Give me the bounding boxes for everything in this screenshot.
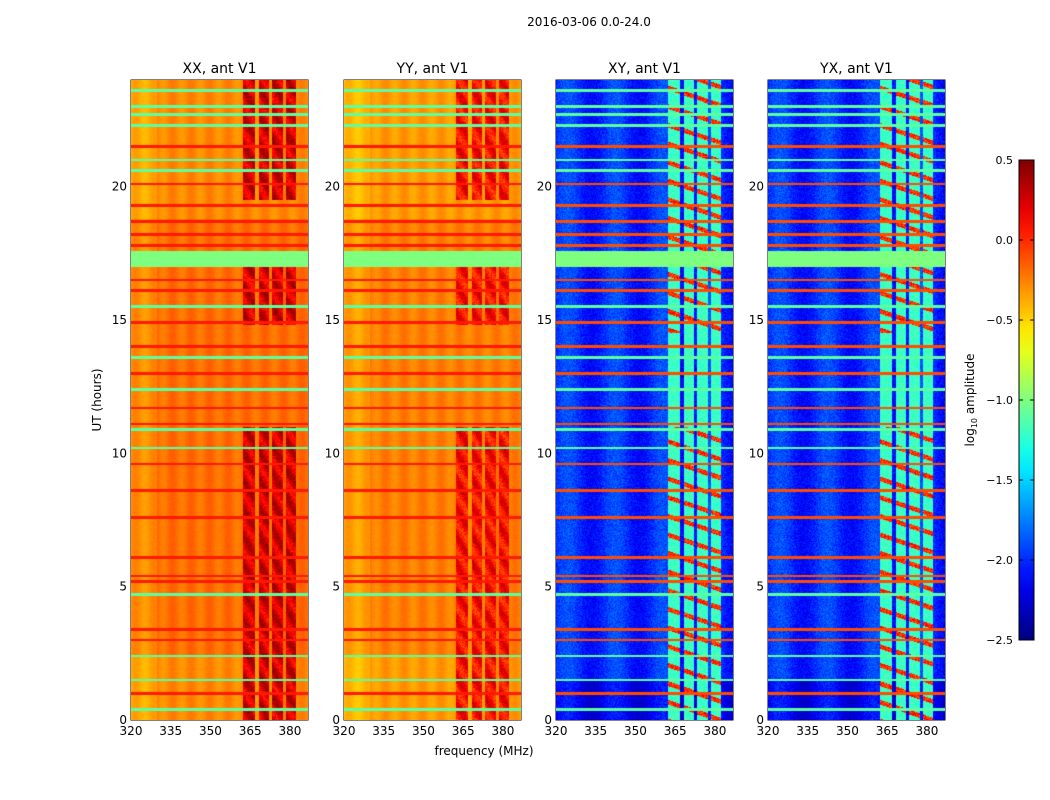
x-tick-label: 380 [916, 724, 939, 738]
y-tick-label: 0 [544, 713, 552, 727]
y-tick-label: 5 [756, 580, 764, 594]
colorbar-tick-label: 0.5 [996, 154, 1014, 167]
x-tick-label: 335 [372, 724, 395, 738]
y-tick-label: 10 [112, 446, 127, 460]
heatmap-xy [556, 80, 733, 720]
panel-title: XX, ant V1 [183, 61, 257, 77]
y-tick-label: 20 [325, 180, 340, 194]
y-tick-label: 5 [544, 580, 552, 594]
x-tick-label: 335 [159, 724, 182, 738]
x-tick-label: 350 [199, 724, 222, 738]
heatmap-xx [131, 80, 308, 720]
heatmap-yy [344, 80, 521, 720]
colorbar-tick-label: −1.0 [986, 394, 1013, 407]
y-tick-label: 10 [537, 446, 552, 460]
y-tick-label: 20 [112, 180, 127, 194]
y-tick-label: 10 [749, 446, 764, 460]
panel-title: YX, ant V1 [819, 61, 893, 77]
panel-title: YY, ant V1 [396, 61, 469, 77]
x-tick-label: 350 [624, 724, 647, 738]
x-tick-label: 365 [876, 724, 899, 738]
y-tick-label: 15 [749, 313, 764, 327]
y-tick-label: 0 [332, 713, 340, 727]
y-tick-label: 20 [537, 180, 552, 194]
figure-title: 2016-03-06 0.0-24.0 [527, 15, 651, 29]
x-tick-label: 365 [239, 724, 262, 738]
x-tick-label: 320 [545, 724, 568, 738]
y-tick-label: 15 [325, 313, 340, 327]
x-tick-label: 350 [412, 724, 435, 738]
x-tick-label: 365 [664, 724, 687, 738]
x-tick-label: 320 [757, 724, 780, 738]
x-tick-label: 320 [333, 724, 356, 738]
y-tick-label: 10 [325, 446, 340, 460]
y-tick-label: 15 [112, 313, 127, 327]
y-tick-label: 0 [119, 713, 127, 727]
x-tick-label: 380 [704, 724, 727, 738]
y-tick-label: 5 [332, 580, 340, 594]
x-tick-label: 335 [796, 724, 819, 738]
x-axis-label: frequency (MHz) [434, 744, 533, 758]
x-tick-label: 350 [836, 724, 859, 738]
x-tick-label: 380 [279, 724, 302, 738]
heatmap-yx [768, 80, 945, 720]
x-tick-label: 365 [452, 724, 475, 738]
y-tick-label: 15 [537, 313, 552, 327]
colorbar-tick-label: −0.5 [986, 314, 1013, 327]
x-tick-label: 335 [584, 724, 607, 738]
panel-title: XY, ant V1 [608, 61, 681, 77]
y-axis-label: UT (hours) [90, 368, 104, 431]
colorbar-label: log10 amplitude [963, 354, 979, 447]
colorbar-tick-label: 0.0 [996, 234, 1014, 247]
colorbar-tick-label: −2.0 [986, 554, 1013, 567]
y-tick-label: 5 [119, 580, 127, 594]
y-tick-label: 20 [749, 180, 764, 194]
x-tick-label: 380 [492, 724, 515, 738]
x-tick-label: 320 [120, 724, 143, 738]
colorbar-tick-label: −1.5 [986, 474, 1013, 487]
y-tick-label: 0 [756, 713, 764, 727]
colorbar-tick-label: −2.5 [986, 634, 1013, 647]
